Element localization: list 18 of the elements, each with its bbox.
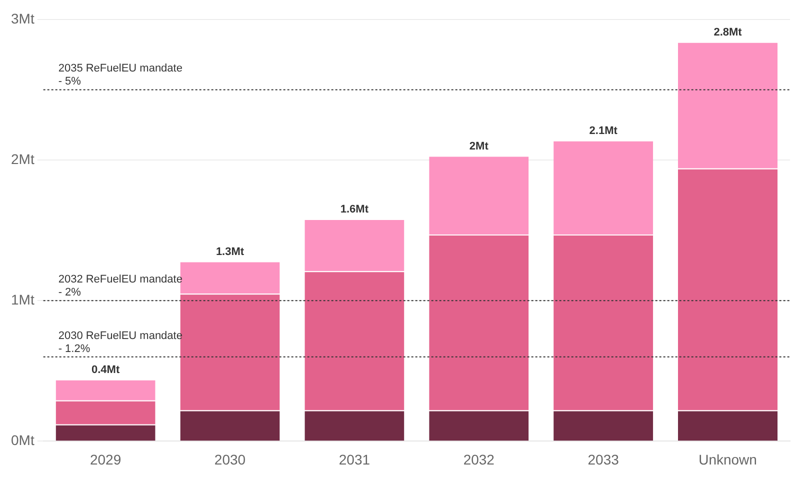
y-tick-label: 1Mt xyxy=(10,291,34,308)
ref-line-label: 2032 ReFuelEU mandate - 2% xyxy=(58,274,182,299)
x-tick-label: 2033 xyxy=(588,451,620,468)
total-label: 2.8Mt xyxy=(714,26,742,38)
y-tick-label: 3Mt xyxy=(10,10,34,26)
x-tick-label: 2031 xyxy=(338,451,370,468)
x-tick-label: Unknown xyxy=(698,451,757,468)
total-label: 2Mt xyxy=(469,140,489,152)
ref-line-label: 2035 ReFuelEU mandate - 5% xyxy=(58,62,182,88)
x-tick-label: 2032 xyxy=(463,451,495,468)
x-tick-label: 2030 xyxy=(214,451,246,468)
total-label: 2.1Mt xyxy=(589,124,618,137)
y-tick-label: 0Mt xyxy=(10,432,34,448)
total-label: 1.6Mt xyxy=(340,204,369,216)
total-label: 0.4Mt xyxy=(91,364,120,376)
total-label: 1.3Mt xyxy=(216,246,244,258)
x-tick-label: 2029 xyxy=(90,451,122,468)
y-tick-label: 2Mt xyxy=(10,150,34,167)
